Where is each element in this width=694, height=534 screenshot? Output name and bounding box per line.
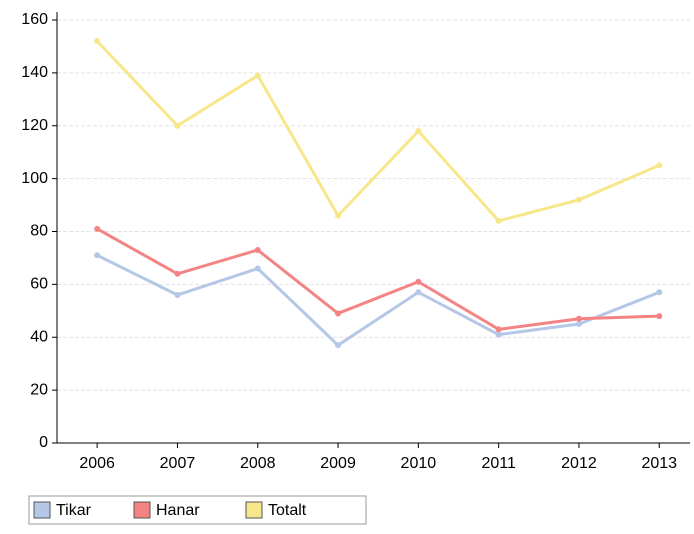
data-point bbox=[254, 247, 261, 254]
series-line bbox=[96, 227, 660, 331]
data-point bbox=[94, 38, 101, 45]
data-point bbox=[575, 321, 582, 328]
data-point bbox=[174, 270, 181, 277]
x-tick-label: 2006 bbox=[79, 455, 115, 472]
y-tick-label: 80 bbox=[30, 223, 48, 240]
y-tick-label: 160 bbox=[21, 11, 48, 28]
x-tick-label: 2013 bbox=[641, 455, 677, 472]
x-tick-label: 2012 bbox=[561, 455, 597, 472]
legend-swatch bbox=[245, 501, 263, 519]
data-point bbox=[495, 331, 502, 338]
legend-label: Hanar bbox=[156, 502, 200, 519]
data-point bbox=[335, 342, 342, 349]
x-tick-label: 2008 bbox=[240, 455, 276, 472]
x-tick-label: 2011 bbox=[481, 455, 516, 472]
legend-box bbox=[28, 495, 367, 525]
data-point bbox=[495, 326, 502, 333]
data-point bbox=[335, 310, 342, 317]
y-tick-label: 120 bbox=[21, 117, 48, 134]
data-point bbox=[656, 162, 663, 169]
data-point bbox=[656, 313, 663, 320]
y-tick-label: 40 bbox=[30, 328, 48, 345]
y-tick-label: 20 bbox=[30, 381, 48, 398]
data-point bbox=[656, 289, 663, 296]
series-line bbox=[96, 253, 660, 348]
data-point bbox=[415, 278, 422, 285]
x-tick-label: 2010 bbox=[401, 455, 437, 472]
y-tick-label: 100 bbox=[21, 170, 48, 187]
data-point bbox=[415, 128, 422, 135]
legend-swatch bbox=[133, 501, 151, 519]
data-point bbox=[174, 122, 181, 129]
data-point bbox=[415, 289, 422, 296]
data-point bbox=[174, 291, 181, 298]
data-point bbox=[254, 265, 261, 272]
x-tick-label: 2009 bbox=[320, 455, 356, 472]
data-point bbox=[94, 225, 101, 232]
legend-label: Tikar bbox=[56, 502, 92, 519]
legend-swatch bbox=[33, 501, 51, 519]
series-line bbox=[96, 40, 660, 223]
x-tick-label: 2007 bbox=[160, 455, 196, 472]
y-tick-label: 0 bbox=[39, 434, 48, 451]
legend-label: Totalt bbox=[268, 502, 307, 519]
data-point bbox=[575, 196, 582, 203]
data-point bbox=[335, 212, 342, 219]
data-point bbox=[575, 315, 582, 322]
data-point bbox=[495, 217, 502, 224]
data-point bbox=[254, 72, 261, 79]
y-tick-label: 140 bbox=[21, 64, 48, 81]
data-point bbox=[94, 252, 101, 259]
y-tick-label: 60 bbox=[30, 276, 48, 293]
